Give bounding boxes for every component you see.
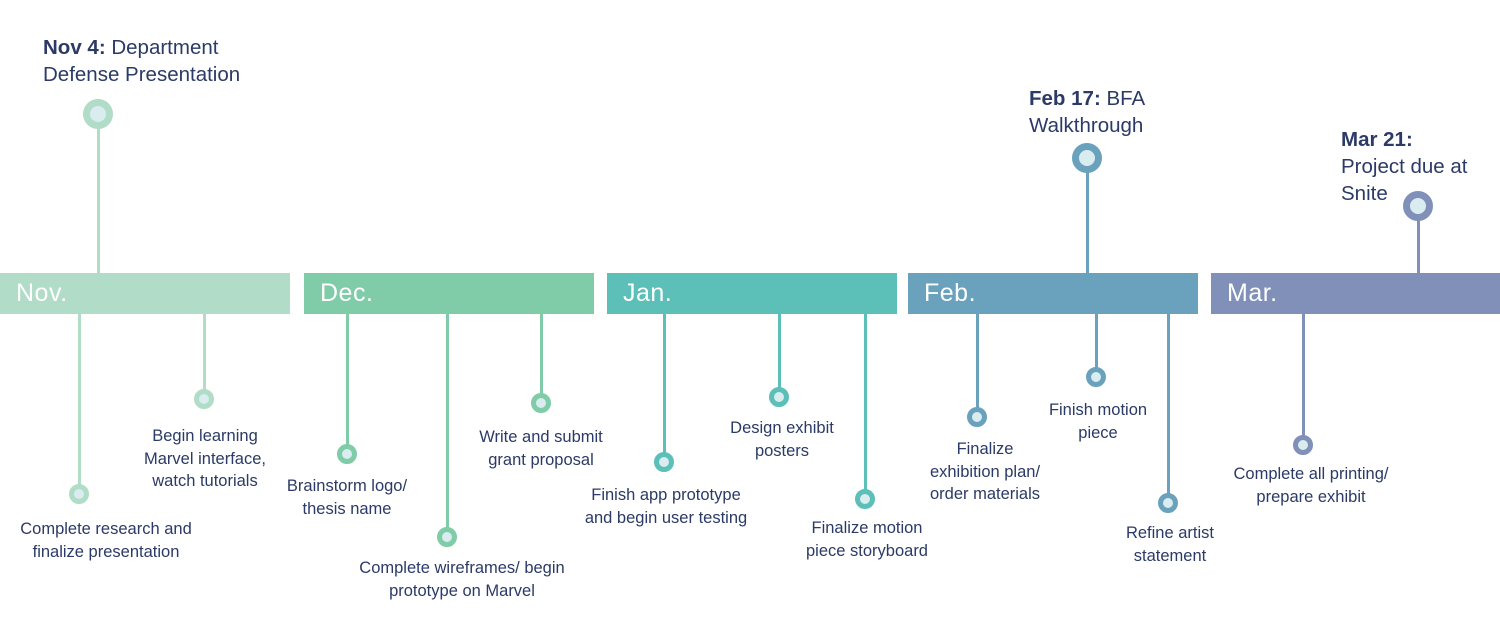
task-8-line xyxy=(863,314,867,499)
task-text-line: piece storyboard xyxy=(806,541,928,560)
task-text-line: Marvel interface, xyxy=(144,449,266,468)
milestone-feb-node xyxy=(1072,143,1102,173)
task-text-line: grant proposal xyxy=(488,450,594,469)
month-label: Feb. xyxy=(924,279,977,307)
task-5-node xyxy=(531,393,551,413)
task-text-line: Begin learning xyxy=(152,427,258,445)
task-text: Refine artist statement xyxy=(1050,522,1290,567)
milestone-description: Project due at Snite xyxy=(1341,155,1468,205)
milestone-date: Feb 17: xyxy=(1029,87,1101,110)
task-text-line: Finalize motion xyxy=(811,519,923,537)
task-1-line xyxy=(77,314,81,494)
task-text: Brainstorm logo/thesis name xyxy=(227,475,467,520)
task-9-line xyxy=(975,314,979,417)
month-label: Mar. xyxy=(1227,279,1278,307)
task-text: Finalize motion piece storyboard xyxy=(747,517,987,562)
task-text-line: Complete all printing/ xyxy=(1233,465,1389,483)
milestone-mar-node xyxy=(1403,191,1433,221)
task-10-node xyxy=(1086,367,1106,387)
task-4-node xyxy=(437,527,457,547)
milestone-text: Nov 4: Department Defense Presentation xyxy=(43,34,273,88)
task-text: Complete all printing/prepare exhibit xyxy=(1191,463,1431,508)
task-10-line xyxy=(1094,314,1098,377)
month-bar-dec: Dec. xyxy=(304,273,594,314)
task-text-line: Refine artist xyxy=(1125,524,1215,542)
task-text-line: Finalize xyxy=(956,440,1014,458)
task-6-node xyxy=(654,452,674,472)
task-12-line xyxy=(1301,314,1305,445)
milestone-date: Mar 21: xyxy=(1341,128,1413,151)
task-text-line: Write and submit xyxy=(479,428,603,446)
milestone-description: Department Defense Presentation xyxy=(43,36,241,86)
task-text-line: posters xyxy=(754,441,810,460)
task-11-node xyxy=(1158,493,1178,513)
task-8-node xyxy=(855,489,875,509)
task-text-line: Brainstorm logo/ xyxy=(286,477,408,495)
milestone-description: BFA Walkthrough xyxy=(1029,87,1145,137)
task-text-line: thesis name xyxy=(302,499,392,518)
month-bar-nov: Nov. xyxy=(0,273,290,314)
milestone-date: Nov 4: xyxy=(43,36,106,59)
task-text-line: Complete research and xyxy=(20,520,192,538)
task-text-line: piece xyxy=(1078,423,1118,442)
month-bar-feb: Feb. xyxy=(908,273,1198,314)
task-2-node xyxy=(194,389,214,409)
month-label: Jan. xyxy=(623,279,673,307)
task-4-line xyxy=(445,314,449,537)
task-11-line xyxy=(1166,314,1170,503)
task-text-line: prototype on Marvel xyxy=(389,581,535,600)
milestone-text: Mar 21: Project due at Snite xyxy=(1341,126,1481,207)
task-3-line xyxy=(345,314,349,454)
task-text: Begin learning Marvel interface, watch tut… xyxy=(85,425,325,493)
task-2-line xyxy=(202,314,206,399)
task-text-line: Finish app prototype xyxy=(591,486,741,504)
task-text: Finish motion piece xyxy=(978,399,1218,444)
task-text: Complete research and finalize presentati… xyxy=(0,518,226,563)
task-3-node xyxy=(337,444,357,464)
task-text-line: watch tutorials xyxy=(152,472,258,490)
task-5-line xyxy=(539,314,543,403)
month-bar-mar: Mar. xyxy=(1211,273,1500,314)
task-text: Design exhibit posters xyxy=(662,417,902,462)
milestone-feb-line xyxy=(1085,158,1089,273)
task-6-line xyxy=(662,314,666,462)
task-text-line: exhibition plan/ xyxy=(929,462,1041,481)
task-text-line: prepare exhibit xyxy=(1256,487,1366,506)
task-text: Complete wireframes/ begin prototype on M… xyxy=(342,557,582,602)
task-text: Finish app prototype and begin user testi… xyxy=(546,484,786,529)
task-12-node xyxy=(1293,435,1313,455)
task-7-node xyxy=(769,387,789,407)
milestone-nov-node xyxy=(83,99,113,129)
task-9-node xyxy=(967,407,987,427)
milestone-mar-line xyxy=(1416,206,1420,273)
task-text: Finalize exhibition plan/order materials xyxy=(865,438,1105,506)
month-bar-jan: Jan. xyxy=(607,273,897,314)
task-text-line: Design exhibit xyxy=(730,419,834,437)
month-label: Nov. xyxy=(16,279,68,307)
month-label: Dec. xyxy=(320,279,374,307)
milestone-nov-line xyxy=(96,114,100,273)
task-1-node xyxy=(69,484,89,504)
task-text-line: Complete wireframes/ begin xyxy=(359,559,565,577)
task-text: Write and submit grant proposal xyxy=(421,426,661,471)
task-text-line: statement xyxy=(1133,546,1207,565)
milestone-text: Feb 17: BFA Walkthrough xyxy=(1029,85,1169,139)
task-text-line: Finish motion xyxy=(1048,401,1148,419)
task-7-line xyxy=(777,314,781,397)
task-text-line: finalize presentation xyxy=(32,542,180,561)
task-text-line: order materials xyxy=(929,485,1041,503)
task-text-line: and begin user testing xyxy=(584,508,748,527)
